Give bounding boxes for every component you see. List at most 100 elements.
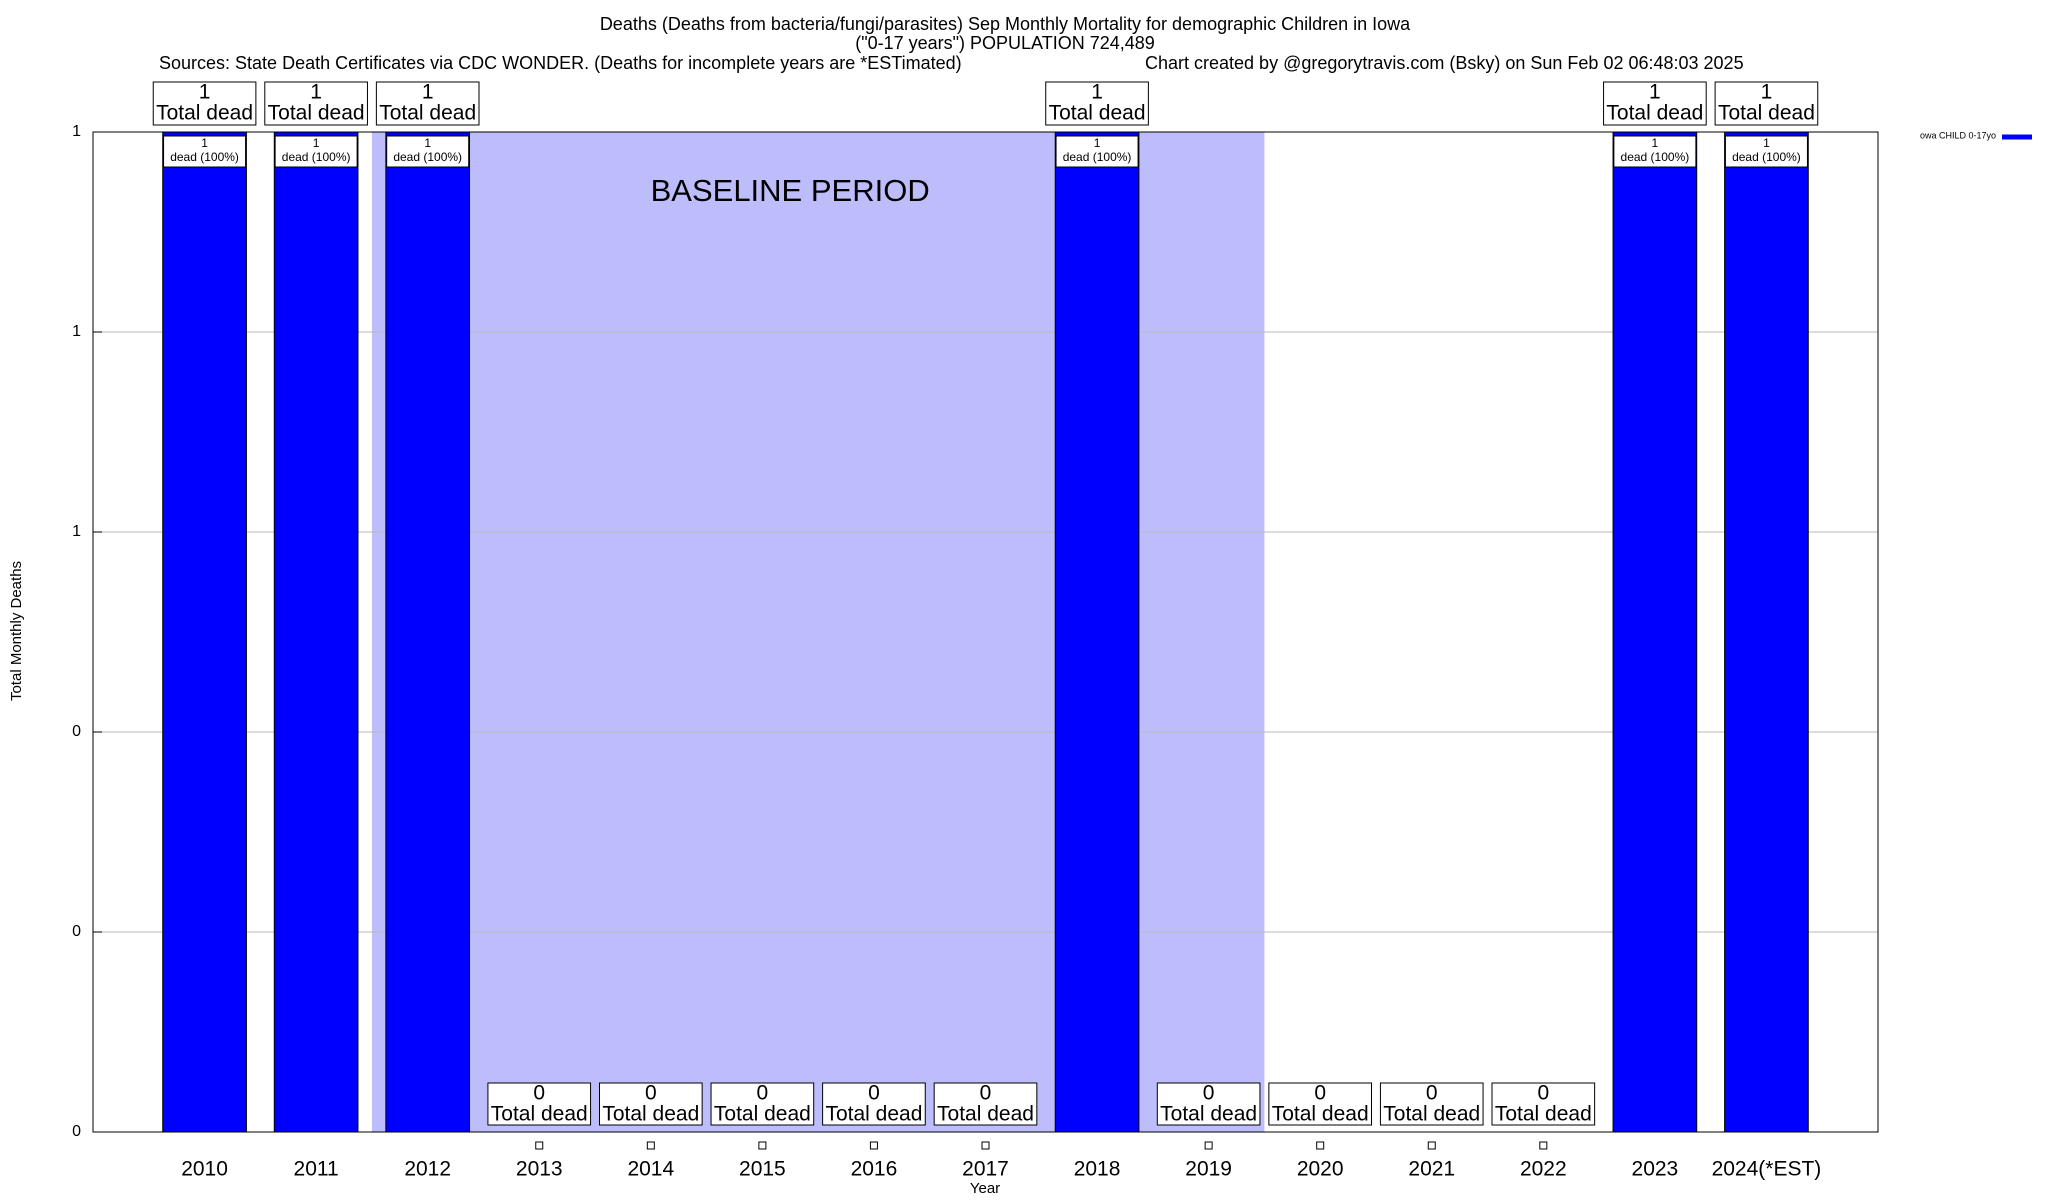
total-label-box bbox=[1379, 1082, 1484, 1126]
total-text: Total dead bbox=[491, 1103, 588, 1126]
total-label-box bbox=[598, 1082, 703, 1126]
total-value: 0 bbox=[1314, 1082, 1326, 1105]
share-label-box bbox=[386, 135, 470, 168]
total-text: Total dead bbox=[268, 102, 365, 125]
total-label-box bbox=[487, 1082, 592, 1126]
x-tick-label: 2016 bbox=[851, 1158, 898, 1181]
x-tick-label: 2014 bbox=[627, 1158, 674, 1181]
share-value: 1 bbox=[1652, 136, 1659, 150]
share-label-box bbox=[1724, 135, 1808, 168]
total-value: 1 bbox=[310, 81, 322, 104]
x-tick-label: 2018 bbox=[1074, 1158, 1121, 1181]
total-label-box bbox=[264, 81, 368, 126]
bar bbox=[1054, 131, 1140, 1133]
zero-marker bbox=[646, 1141, 655, 1150]
y-tick-label: 0 bbox=[72, 1123, 81, 1140]
share-text: dead (100%) bbox=[282, 150, 351, 164]
x-axis-label: Year bbox=[970, 1180, 1000, 1197]
total-value: 0 bbox=[1537, 1082, 1549, 1105]
share-label-box bbox=[274, 135, 358, 168]
x-tick-label: 2012 bbox=[404, 1158, 451, 1181]
x-tick-label: 2013 bbox=[516, 1158, 563, 1181]
y-tick-label: 1 bbox=[72, 123, 81, 140]
credit-note: Chart created by @gregorytravis.com (Bsk… bbox=[1145, 53, 1744, 73]
x-tick-label: 2017 bbox=[962, 1158, 1009, 1181]
share-value: 1 bbox=[424, 136, 431, 150]
y-tick-label: 1 bbox=[72, 523, 81, 540]
total-text: Total dead bbox=[1049, 102, 1146, 125]
chart-subtitle: ("0-17 years") POPULATION 724,489 bbox=[855, 33, 1155, 53]
bar bbox=[162, 131, 247, 1133]
share-text: dead (100%) bbox=[1621, 150, 1690, 164]
bar bbox=[1724, 131, 1809, 1133]
share-value: 1 bbox=[1094, 136, 1101, 150]
total-value: 1 bbox=[199, 81, 211, 104]
share-text: dead (100%) bbox=[170, 150, 239, 164]
total-text: Total dead bbox=[1495, 1103, 1592, 1126]
total-value: 0 bbox=[1203, 1082, 1215, 1105]
zero-marker bbox=[1539, 1141, 1548, 1150]
legend-label: owa CHILD 0-17yo bbox=[1920, 130, 1996, 140]
total-value: 0 bbox=[757, 1082, 769, 1105]
total-label-box bbox=[822, 1082, 926, 1126]
total-label-box bbox=[152, 81, 257, 126]
total-value: 1 bbox=[1761, 81, 1773, 104]
total-label-box bbox=[933, 1082, 1038, 1126]
zero-marker bbox=[535, 1141, 544, 1150]
share-value: 1 bbox=[1763, 136, 1770, 150]
y-tick-label: 0 bbox=[72, 923, 81, 940]
total-value: 1 bbox=[422, 81, 434, 104]
total-text: Total dead bbox=[1383, 1103, 1480, 1126]
share-label-box bbox=[163, 135, 247, 168]
total-text: Total dead bbox=[714, 1103, 811, 1126]
total-label-box bbox=[1714, 81, 1819, 126]
zero-marker bbox=[981, 1141, 990, 1150]
total-value: 0 bbox=[1426, 1082, 1438, 1105]
bar bbox=[1612, 131, 1698, 1133]
zero-marker bbox=[1204, 1141, 1213, 1150]
total-value: 1 bbox=[1091, 81, 1103, 104]
zero-marker bbox=[869, 1141, 878, 1150]
total-label-box bbox=[1268, 1082, 1373, 1126]
x-tick-label: 2020 bbox=[1297, 1158, 1344, 1181]
x-tick-label: 2011 bbox=[294, 1158, 339, 1181]
total-text: Total dead bbox=[1160, 1103, 1257, 1126]
total-text: Total dead bbox=[156, 102, 253, 125]
plot-frame bbox=[92, 131, 1879, 1133]
zero-marker bbox=[1316, 1141, 1325, 1150]
total-value: 0 bbox=[645, 1082, 657, 1105]
x-tick-label: 2010 bbox=[181, 1158, 228, 1181]
total-text: Total dead bbox=[602, 1103, 699, 1126]
share-label-box bbox=[1055, 135, 1139, 168]
source-note: Sources: State Death Certificates via CD… bbox=[159, 53, 962, 73]
total-text: Total dead bbox=[937, 1103, 1034, 1126]
x-tick-label: 2022 bbox=[1520, 1158, 1567, 1181]
total-label-box bbox=[710, 1082, 815, 1126]
total-value: 0 bbox=[980, 1082, 992, 1105]
total-label-box bbox=[1491, 1082, 1596, 1126]
x-tick-label: 2021 bbox=[1408, 1158, 1455, 1181]
share-text: dead (100%) bbox=[1732, 150, 1801, 164]
total-label-box bbox=[1603, 81, 1707, 126]
total-value: 0 bbox=[533, 1082, 545, 1105]
share-text: dead (100%) bbox=[393, 150, 462, 164]
baseline-label: BASELINE PERIOD bbox=[651, 173, 930, 208]
x-tick-label: 2015 bbox=[739, 1158, 786, 1181]
total-text: Total dead bbox=[379, 102, 476, 125]
total-label-box bbox=[375, 81, 480, 126]
total-value: 0 bbox=[868, 1082, 880, 1105]
share-value: 1 bbox=[313, 136, 320, 150]
share-value: 1 bbox=[201, 136, 208, 150]
y-tick-label: 1 bbox=[72, 323, 81, 340]
chart-title: Deaths (Deaths from bacteria/fungi/paras… bbox=[600, 14, 1411, 34]
total-text: Total dead bbox=[825, 1103, 922, 1126]
total-label-box bbox=[1156, 1082, 1261, 1126]
total-text: Total dead bbox=[1718, 102, 1815, 125]
x-tick-label: 2023 bbox=[1632, 1158, 1679, 1181]
bar bbox=[273, 131, 359, 1133]
total-text: Total dead bbox=[1606, 102, 1703, 125]
total-text: Total dead bbox=[1272, 1103, 1369, 1126]
y-axis-label: Total Monthly Deaths bbox=[8, 561, 25, 701]
total-label-box bbox=[1045, 81, 1149, 126]
